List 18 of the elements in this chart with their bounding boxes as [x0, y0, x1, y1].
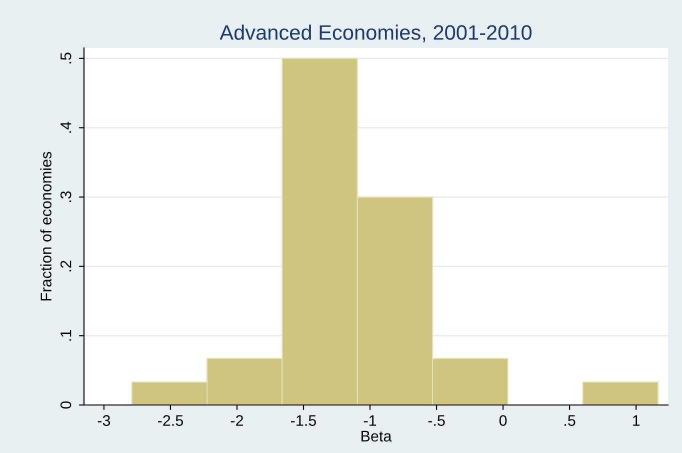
x-tick-label: -2.5 — [158, 415, 183, 426]
x-tick-label: -3 — [98, 415, 110, 426]
x-tick-label: -1.5 — [291, 415, 316, 426]
y-tick-label: .1 — [60, 330, 72, 341]
y-tick-label: .5 — [60, 52, 72, 64]
x-tick-label: .5 — [564, 415, 576, 426]
x-tick-label: 1 — [632, 415, 640, 426]
x-tick-label: -1 — [364, 415, 376, 426]
y-tick-label: .3 — [60, 191, 72, 202]
x-tick-label: 0 — [499, 415, 507, 426]
y-tick-label: .4 — [60, 122, 72, 133]
chart-title: Advanced Economies, 2001-2010 — [220, 24, 532, 42]
y-tick-label: 0 — [60, 401, 72, 409]
y-tick-label: .2 — [60, 260, 72, 272]
x-axis-title: Beta — [362, 430, 392, 442]
y-axis-title: Fraction of economies — [40, 152, 52, 300]
x-tick-label: -.5 — [428, 415, 445, 426]
x-tick-label: -2 — [230, 415, 244, 426]
